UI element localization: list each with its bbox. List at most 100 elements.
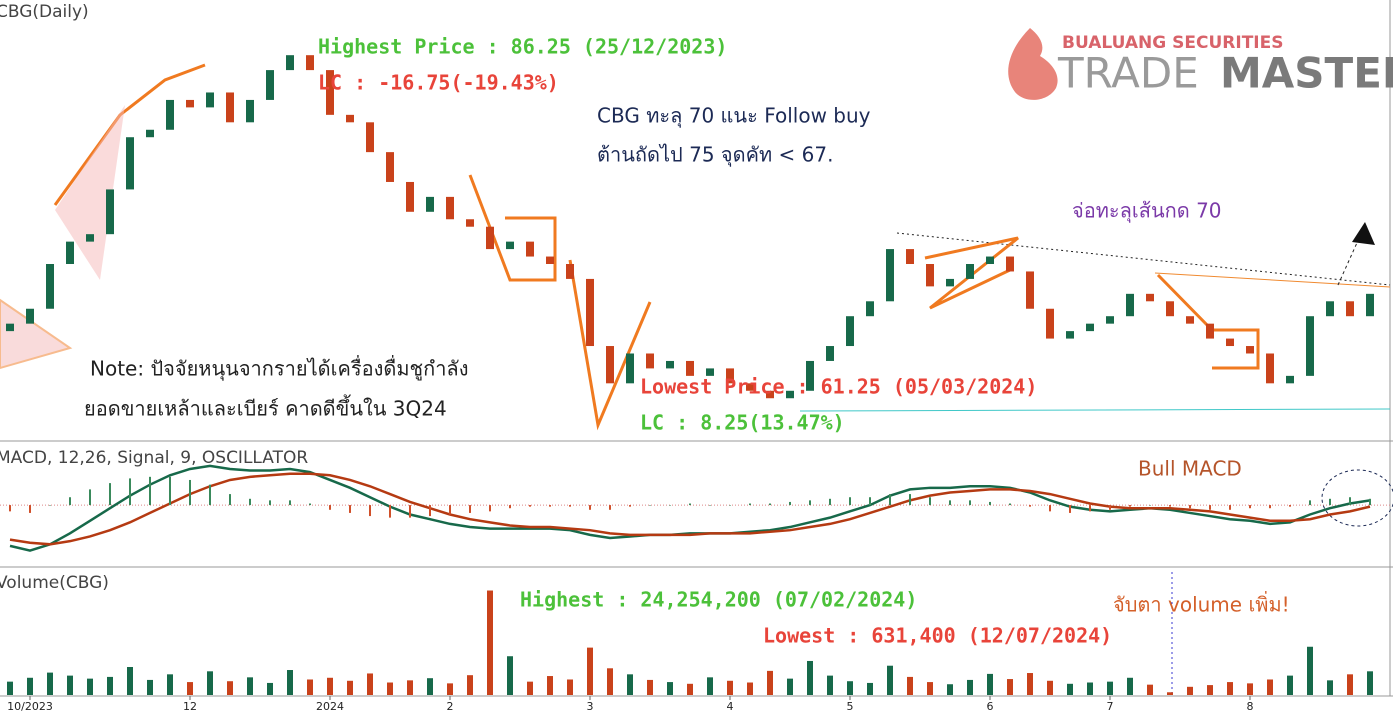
- candle-body: [626, 353, 634, 384]
- histogram-bar: [289, 500, 291, 506]
- volume-bar: [1087, 682, 1093, 695]
- x-tick-label: 3: [587, 700, 594, 713]
- histogram-bar: [689, 503, 691, 506]
- histogram-bar: [1369, 498, 1371, 506]
- volume-bar: [927, 682, 933, 695]
- histogram-bar: [89, 489, 91, 506]
- candle-body: [866, 301, 874, 317]
- candle-body: [546, 256, 554, 264]
- histogram-bar: [849, 497, 851, 506]
- volume-bar: [727, 680, 733, 695]
- histogram-bar: [1069, 505, 1071, 513]
- candle-body: [186, 99, 194, 108]
- candle-body: [1046, 308, 1054, 339]
- volume-bar: [1067, 683, 1073, 695]
- volume-bar: [1147, 684, 1153, 695]
- highlight-ellipse: [1321, 469, 1393, 527]
- volume-bar: [627, 674, 633, 695]
- histogram-bar: [909, 494, 911, 506]
- histogram-bar: [1089, 505, 1091, 512]
- candle-body: [986, 256, 994, 264]
- volume-bar: [947, 684, 953, 695]
- annotation: ต้านถัดไป 75 จุดคัท < 67.: [597, 143, 833, 168]
- volume-bar: [1127, 677, 1133, 695]
- candle-body: [786, 390, 794, 399]
- pattern-line: [468, 174, 557, 282]
- trend-line: [1154, 272, 1391, 288]
- volume-bar: [667, 682, 673, 695]
- volume-bar: [167, 674, 173, 695]
- volume-bar: [987, 673, 993, 695]
- histogram-bar: [449, 505, 451, 515]
- x-tick-label: 7: [1107, 700, 1114, 713]
- candle-body: [366, 122, 374, 153]
- x-tick-label: 12: [183, 700, 197, 713]
- histogram-bar: [409, 505, 411, 518]
- histogram-bar: [969, 500, 971, 506]
- volume-bar: [267, 682, 273, 695]
- volume-bar: [367, 673, 373, 695]
- candle-body: [1266, 353, 1274, 384]
- candle-body: [1106, 316, 1114, 324]
- candle-body: [1226, 338, 1234, 347]
- histogram-bar: [389, 505, 391, 518]
- candle-body: [486, 226, 494, 250]
- volume-bar: [307, 679, 313, 695]
- volume-bar: [7, 681, 13, 695]
- candle-body: [1166, 301, 1174, 317]
- candle-body: [406, 181, 414, 212]
- annotation: Lowest Price : 61.25 (05/03/2024): [640, 375, 1037, 399]
- volume-bar: [967, 679, 973, 695]
- volume-bar: [847, 681, 853, 695]
- arrow-head: [1352, 222, 1375, 245]
- candle-body: [886, 249, 894, 302]
- candle-body: [946, 278, 954, 287]
- volume-bar: [107, 676, 113, 695]
- histogram-bar: [949, 500, 951, 506]
- histogram-bar: [189, 479, 191, 506]
- histogram-bar: [429, 505, 431, 517]
- candle-body: [166, 99, 174, 130]
- candle-body: [566, 264, 574, 279]
- macd-line: [9, 472, 1371, 546]
- histogram-bar: [729, 505, 731, 506]
- candle-body: [846, 316, 854, 347]
- annotation: CBG ทะลุ 70 แนะ Follow buy: [597, 104, 871, 129]
- candle-body: [1206, 323, 1214, 339]
- histogram-bar: [809, 500, 811, 506]
- candle-body: [266, 70, 274, 100]
- volume-bar: [127, 667, 133, 695]
- histogram-bar: [549, 505, 551, 507]
- volume-bar: [1107, 681, 1113, 695]
- histogram-bar: [9, 505, 11, 512]
- volume-bar: [327, 677, 333, 695]
- candle-body: [146, 129, 154, 138]
- histogram-bar: [69, 497, 71, 506]
- histogram-bar: [269, 500, 271, 506]
- volume-bar: [1207, 685, 1213, 695]
- volume-bar: [87, 678, 93, 695]
- annotation: Note: ปัจจัยหนุนจากรายได้เครื่องดื่มชูกำ…: [90, 355, 468, 382]
- histogram-bar: [929, 497, 931, 506]
- candle-body: [1126, 293, 1134, 317]
- candle-body: [906, 249, 914, 264]
- x-tick-label: 2: [447, 700, 454, 713]
- histogram-bar: [309, 503, 311, 506]
- logo-top: BUALUANG SECURITIES: [1062, 33, 1284, 53]
- histogram-bar: [469, 505, 471, 513]
- volume-bar: [1187, 686, 1193, 695]
- candle-body: [766, 390, 774, 399]
- panel-title: Volume(CBG): [0, 573, 109, 593]
- pattern-line: [1156, 273, 1260, 370]
- histogram-bar: [109, 483, 111, 506]
- candle-body: [286, 55, 294, 71]
- candle-body: [1366, 293, 1374, 317]
- volume-bar: [1167, 692, 1173, 695]
- histogram-bar: [149, 476, 151, 506]
- volume-bar: [867, 682, 873, 695]
- volume-bar: [807, 660, 813, 695]
- volume-bar: [907, 676, 913, 695]
- histogram-bar: [1109, 505, 1111, 510]
- candle-body: [1326, 301, 1334, 317]
